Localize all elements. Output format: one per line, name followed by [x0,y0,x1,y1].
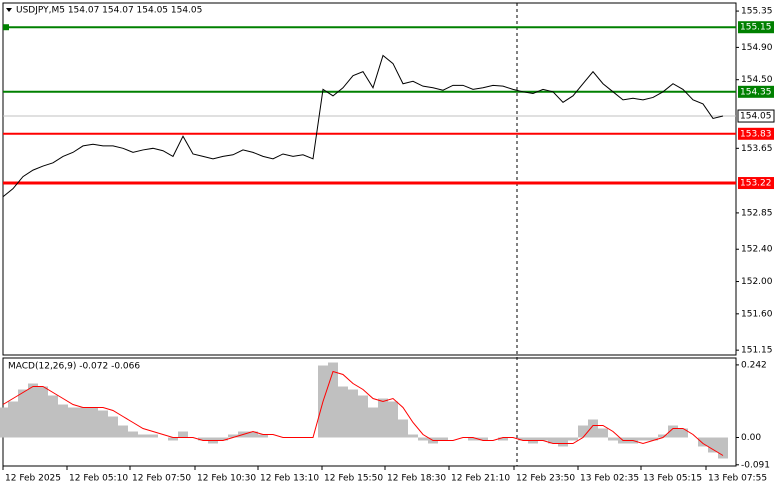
x-tick-label: 13 Feb 02:35 [580,474,639,484]
macd-bar [678,428,688,438]
x-tick-label: 12 Feb 23:50 [516,474,575,484]
macd-bar [708,437,718,453]
level-tag [738,21,774,34]
macd-bar [578,425,588,438]
macd-bar [388,401,398,438]
current-price-tag [737,109,775,123]
macd-bar [658,434,668,438]
level-label: 154.35 [740,87,772,97]
level-label: 153.83 [740,129,772,139]
macd-bar [258,434,268,438]
macd-bar [518,437,528,441]
x-tick-label: 12 Feb 21:10 [451,474,510,484]
macd-bar [588,419,598,438]
y-tick-label: 155.35 [741,7,773,17]
y-tick-label: 151.60 [741,309,773,319]
macd-bar [0,407,8,438]
x-tick-label: 13 Feb 05:15 [643,474,702,484]
macd-bar [408,434,418,438]
price-panel [2,2,737,356]
macd-bar [668,425,678,438]
x-tick-label: 12 Feb 18:30 [387,474,446,484]
menu-arrow [6,8,12,12]
x-tick-label: 12 Feb 15:50 [324,474,383,484]
macd-bar [218,437,228,441]
macd-bar [18,389,28,438]
macd-bar [68,407,78,438]
macd-bar [348,389,358,438]
chart-title: USDJPY,M5 154.07 154.07 154.05 154.05 [16,6,202,16]
macd-bar [328,362,338,438]
macd-bar [88,407,98,438]
x-tick-label: 13 Feb 07:55 [708,474,767,484]
macd-bar [198,437,208,441]
macd-bar [558,437,568,447]
y-tick-label: 153.65 [741,144,773,154]
macd-bar [398,419,408,438]
macd-bar [548,437,558,444]
macd-bar [368,407,378,438]
macd-bar [378,398,388,438]
x-tick-label: 12 Feb 13:10 [260,474,319,484]
macd-bar [38,386,48,438]
macd-bar [648,437,658,441]
macd-bar [608,437,618,441]
macd-bar [468,437,478,441]
macd-bar [248,431,258,438]
y-tick-label: 0.00 [741,433,761,443]
x-tick-label: 12 Feb 10:30 [197,474,256,484]
current-price-label: 154.05 [740,112,772,122]
macd-bar [128,431,138,438]
macd-bar [108,416,118,438]
signal-line [2,370,724,456]
x-tick-label: 12 Feb 05:10 [69,474,128,484]
macd-bar [498,437,508,441]
macd-bar [168,437,178,441]
y-tick-label: 152.00 [741,277,773,287]
macd-bar [698,437,708,447]
macd-bar [178,431,188,438]
macd-bar [58,404,68,438]
y-tick-label: 154.50 [741,75,773,85]
macd-bar [478,437,488,441]
y-tick-label: 152.40 [741,245,773,255]
level-tag [738,127,774,140]
level-tag [738,177,774,190]
macd-bar [48,395,58,438]
macd-bar [438,437,448,441]
macd-bar [598,428,608,438]
macd-bar [148,434,158,438]
level-label: 153.22 [740,179,772,189]
macd-bar [138,434,148,438]
macd-bar [8,401,18,438]
x-tick-label: 12 Feb 07:50 [132,474,191,484]
macd-bar [538,437,548,441]
level-marker [3,24,9,31]
x-tick-label: 12 Feb 2025 [5,474,61,484]
level-tag [738,85,774,98]
macd-bar [418,437,428,441]
macd-bar [338,386,348,438]
y-tick-label: 0.242 [741,360,767,370]
macd-bar [718,437,728,459]
macd-bar [28,383,38,438]
y-tick-label: 151.15 [741,346,773,356]
macd-bar [78,407,88,438]
macd-title: MACD(12,26,9) -0.072 -0.066 [8,362,140,372]
macd-bar [638,437,648,441]
y-tick-label: 152.85 [741,208,773,218]
y-tick-label: 154.90 [741,43,773,53]
level-label: 155.15 [740,23,772,33]
macd-bar [98,410,108,438]
macd-bar [118,425,128,438]
price-line [2,54,724,198]
macd-bar [568,437,578,441]
macd-bar [228,434,238,438]
y-tick-label: -0.091 [741,460,770,470]
macd-bar [358,395,368,438]
